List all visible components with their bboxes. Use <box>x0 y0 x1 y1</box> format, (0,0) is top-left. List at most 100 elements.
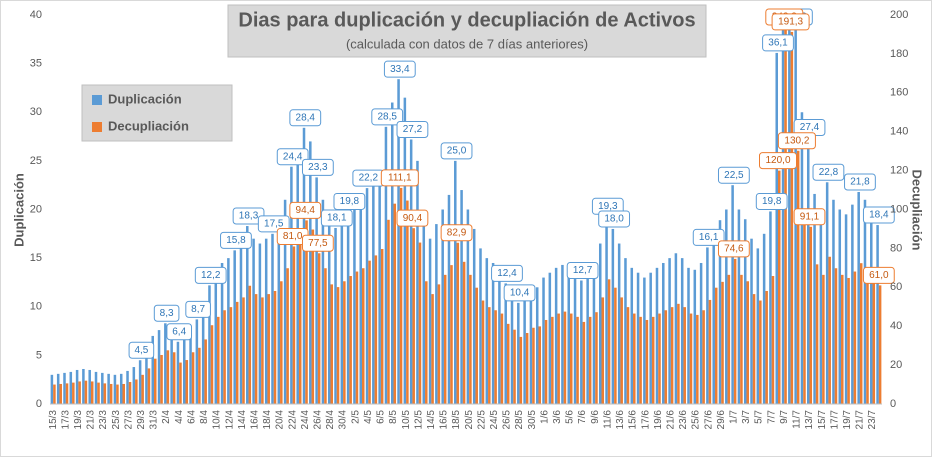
x-tick-label: 7/7 <box>766 410 777 424</box>
bar <box>746 281 750 404</box>
bar <box>179 362 182 404</box>
bar <box>658 313 661 404</box>
bar <box>290 166 293 404</box>
x-tick-label: 14/4 <box>237 410 248 430</box>
bar <box>283 199 287 404</box>
bar <box>611 228 615 404</box>
y2-tick-label: 40 <box>890 320 902 332</box>
bar <box>374 255 378 404</box>
legend-swatch <box>92 122 102 132</box>
data-label: 27,4 <box>800 122 820 133</box>
bar <box>651 316 655 404</box>
bar <box>286 268 289 404</box>
bar <box>315 177 318 404</box>
x-tick-label: 3/7 <box>741 410 752 424</box>
x-tick-label: 12/5 <box>413 410 424 430</box>
bar <box>208 285 211 404</box>
bar <box>733 258 737 404</box>
bar <box>601 297 605 404</box>
bar <box>529 289 533 404</box>
bar <box>586 272 589 404</box>
bar <box>500 313 504 404</box>
bar <box>204 339 207 404</box>
bar <box>248 285 252 404</box>
bar <box>63 372 66 404</box>
bar <box>409 139 413 404</box>
data-label: 18,1 <box>327 213 347 224</box>
data-label: 10,4 <box>510 288 530 299</box>
data-label-box <box>762 34 794 52</box>
bar <box>592 265 596 404</box>
bar <box>708 299 712 404</box>
y-tick-label: 0 <box>36 398 42 410</box>
bar <box>454 160 457 404</box>
x-tick-label: 5/6 <box>565 410 576 424</box>
x-tick-label: 4/5 <box>363 410 374 424</box>
bar <box>491 262 495 404</box>
bar <box>450 265 453 404</box>
bar <box>128 382 132 404</box>
bar <box>242 297 245 404</box>
legend-label: Duplicación <box>108 91 182 106</box>
x-tick-label: 2/4 <box>161 410 172 424</box>
bar <box>166 350 170 404</box>
bar <box>107 373 110 404</box>
x-tick-label: 22/4 <box>287 410 298 430</box>
data-label: 22,8 <box>819 167 839 178</box>
bar <box>321 199 325 404</box>
x-tick-label: 26/4 <box>313 410 324 430</box>
bar <box>878 285 882 404</box>
bar <box>277 219 281 404</box>
data-label-box <box>396 120 429 138</box>
data-label: 15,8 <box>226 235 246 246</box>
x-tick-label: 2/5 <box>350 410 361 424</box>
bar <box>397 79 400 404</box>
bar <box>481 300 485 404</box>
bar <box>182 337 186 404</box>
data-label: 36,1 <box>768 38 788 49</box>
y2-tick-label: 100 <box>890 203 908 215</box>
x-tick-label: 5/7 <box>754 410 765 424</box>
bar <box>752 294 756 404</box>
data-label-box <box>380 169 419 187</box>
bar <box>462 261 466 404</box>
data-label-box <box>396 209 429 227</box>
bar <box>447 194 451 404</box>
bar <box>75 369 79 404</box>
bar <box>693 269 697 404</box>
bar <box>327 224 331 404</box>
x-tick-label: 17/3 <box>60 410 71 430</box>
data-label: 25,0 <box>447 146 467 157</box>
x-tick-label: 3/6 <box>552 410 563 424</box>
data-label: 33,4 <box>390 64 410 75</box>
bar <box>378 170 381 404</box>
y-tick-label: 25 <box>30 155 42 167</box>
data-label-box <box>491 264 523 282</box>
bar <box>689 313 693 404</box>
data-label: 111,1 <box>388 173 412 184</box>
legend-box <box>81 84 233 142</box>
data-label-box <box>371 108 404 126</box>
bar <box>267 294 270 404</box>
bar <box>803 210 806 404</box>
bar <box>365 188 369 404</box>
bar <box>292 246 296 404</box>
bar <box>403 97 407 404</box>
bar <box>418 242 422 404</box>
data-label: 18,4 <box>869 210 889 221</box>
bar <box>69 371 73 404</box>
bar <box>576 316 579 404</box>
x-tick-label: 16/4 <box>249 410 260 430</box>
x-tick-label: 24/5 <box>489 410 500 430</box>
x-tick-label: 19/3 <box>73 410 84 430</box>
x-tick-label: 6/5 <box>376 410 387 424</box>
bar <box>765 290 768 404</box>
data-label: 120,0 <box>765 155 790 166</box>
bar <box>336 287 340 404</box>
bar <box>727 274 731 404</box>
bar <box>488 307 491 404</box>
bar <box>479 248 482 404</box>
bar <box>769 211 772 404</box>
bar <box>412 228 415 404</box>
bar <box>567 267 570 404</box>
